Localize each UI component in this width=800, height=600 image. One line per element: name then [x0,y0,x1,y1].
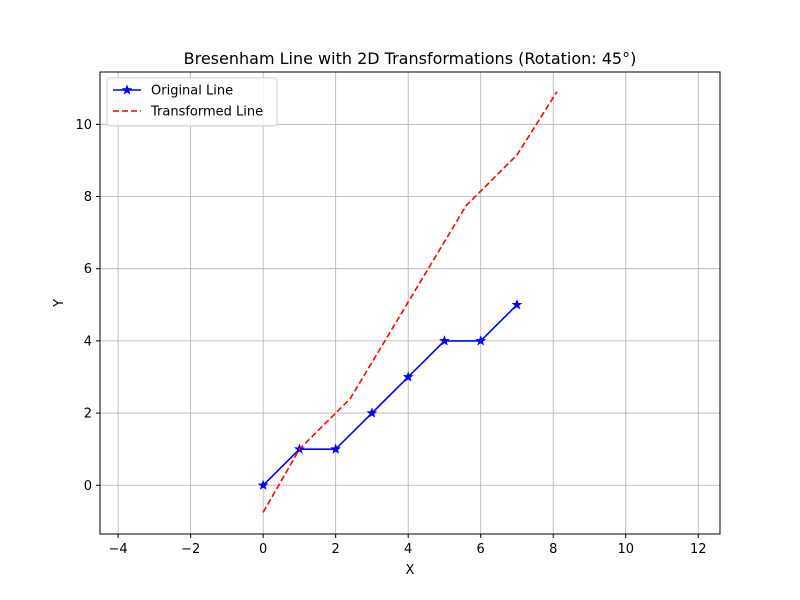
legend-label-2: Transformed Line [150,105,263,120]
series-point [366,407,378,418]
y-tick-label: 6 [84,262,92,277]
x-tick-label: −4 [109,542,128,557]
series-line-1 [262,304,518,486]
x-tick-label: 10 [617,542,634,557]
legend-label-1: Original Line [151,84,233,99]
y-tick-label: 4 [84,334,92,349]
x-tick-label: 4 [404,542,412,557]
legend-marker [121,84,133,95]
x-tick-label: 0 [259,542,267,557]
x-tick-label: 2 [332,542,340,557]
x-tick-label: 8 [549,542,557,557]
y-axis-label: Y [52,299,67,308]
chart-title: Bresenham Line with 2D Transformations (… [184,49,637,68]
grid [100,72,720,534]
y-tick-label: 2 [84,407,92,422]
plot-frame [99,71,721,535]
series-point [330,443,342,454]
x-axis-label: X [406,563,415,578]
series-point [511,299,523,310]
y-tick-label: 8 [84,190,92,205]
series-point [257,479,269,490]
series-point [439,335,450,346]
x-tick-label: 6 [477,542,485,557]
legend: Original Line Transformed Line [106,77,278,127]
x-tick-label: −2 [181,542,200,557]
y-tick-label: 0 [84,479,92,494]
series-line-2 [262,91,558,513]
y-tick-label: 10 [75,118,92,133]
series-point [402,371,414,382]
ticks: −4 −2 0 2 4 6 8 10 12 0 2 4 6 8 10 [75,118,706,557]
legend-box [106,77,278,127]
x-tick-label: 12 [690,542,707,557]
series-layer [257,91,558,513]
series-point [475,335,487,346]
